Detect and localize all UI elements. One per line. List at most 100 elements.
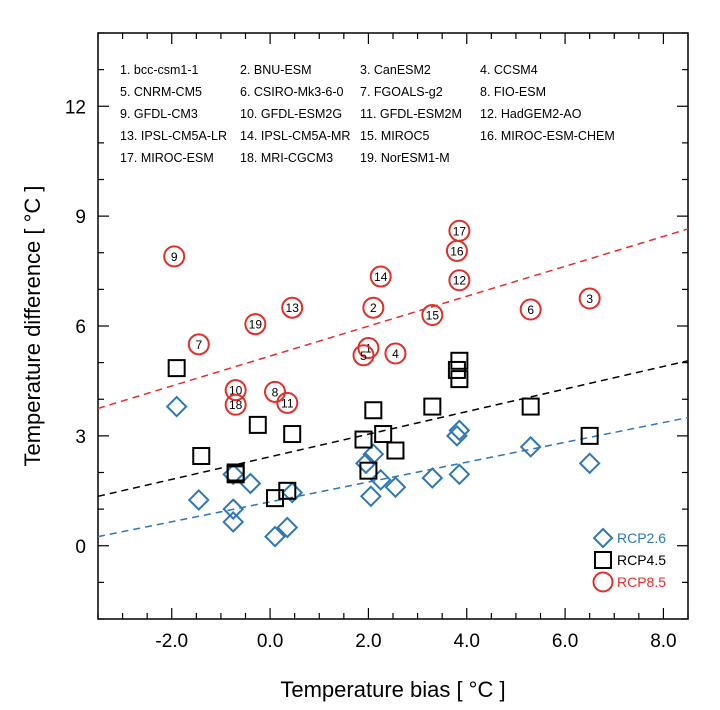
point-rcp45 [226,465,245,484]
legend-marker-rcp45 [594,551,612,569]
point-rcp45 [521,397,540,416]
point-label: 18 [229,398,243,412]
point-rcp85 [519,298,542,321]
point-label: 4 [392,347,399,361]
point-rcp26 [421,467,444,489]
point-rcp45 [359,461,378,480]
x-tick-label: 6.0 [552,631,578,652]
legend: RCP2.6 RCP4.5 RCP8.5 [592,527,666,593]
point-rcp26 [519,435,542,458]
y-tick-label: 12 [65,97,86,118]
point-rcp85 [187,333,210,356]
model-list-item: 16. MIROC-ESM-CHEM [480,129,615,143]
y-tick-label: 0 [75,537,86,558]
y-tick-label: 6 [75,317,86,338]
point-label: 16 [450,244,464,258]
point-label: 10 [229,384,243,398]
point-rcp26 [578,452,601,475]
legend-label-rcp45: RCP4.5 [617,552,666,568]
model-list-item: 1. bcc-csm1-1 [120,63,199,77]
model-list-item: 3. CanESM2 [360,63,431,77]
point-rcp85 [224,393,247,416]
point-label: 7 [195,338,202,352]
point-label: 14 [374,270,388,284]
point-rcp85 [224,379,247,402]
point-rcp26 [448,463,471,486]
model-list-item: 19. NorESM1-M [360,151,450,165]
point-rcp85 [578,287,601,310]
point-rcp45 [447,360,466,379]
point-rcp45 [386,441,405,460]
model-list-item: 4. CCSM4 [480,63,538,77]
point-label: 3 [586,292,593,306]
point-rcp45 [283,425,302,444]
point-rcp26 [384,476,407,499]
model-list: 1. bcc-csm1-1 2. BNU-ESM 3. CanESM2 4. CCSM… [120,63,615,165]
point-rcp45 [192,447,211,466]
point-rcp45 [580,426,599,445]
x-tick-label: 8.0 [650,631,676,652]
point-rcp85 [244,313,267,336]
point-rcp85 [384,342,407,365]
model-list-item: 15. MIROC5 [360,129,430,143]
point-rcp45 [450,370,469,389]
point-rcp26 [362,443,385,466]
point-rcp26 [222,498,245,521]
point-rcp85 [281,296,304,319]
trend-line-rcp26 [97,416,689,538]
trend-lines [97,228,689,538]
point-rcp26 [448,419,471,442]
point-label: 6 [527,303,534,317]
point-rcp85 [421,304,444,327]
legend-marker-rcp26 [592,527,614,549]
model-list-item: 17. MIROC-ESM [120,151,214,165]
point-rcp45 [450,351,469,370]
model-list-item: 2. BNU-ESM [240,63,312,77]
point-label: 12 [453,274,467,288]
point-rcp26 [165,395,188,418]
point-rcp85 [163,245,186,268]
point-rcp85 [264,380,286,403]
point-rcp45 [354,430,373,449]
point-rcp85 [357,336,380,359]
y-axis-title: Temperature difference [ °C ] [20,185,45,466]
model-list-item: 5. CNRM-CM5 [120,85,202,99]
x-tick-label: 0.0 [257,631,283,652]
point-rcp45 [364,401,383,420]
model-list-item: 6. CSIRO-Mk3-6-0 [240,85,344,99]
point-rcp45 [248,415,267,434]
point-rcp85 [448,269,471,292]
legend-label-rcp85: RCP8.5 [617,574,666,590]
point-rcp85 [448,219,471,242]
point-label: 8 [272,385,279,399]
point-label: 5 [360,349,367,363]
point-rcp26 [264,525,286,548]
point-label: 9 [171,250,178,264]
model-list-item: 12. HadGEM2-AO [480,107,582,121]
point-rcp26 [355,452,377,475]
x-axis-title: Temperature bias [ °C ] [280,677,505,702]
point-rcp26 [187,489,210,511]
point-label: 17 [453,224,467,238]
point-label: 1 [365,341,372,355]
model-list-item: 11. GFDL-ESM2M [360,107,462,121]
x-tick-label: 2.0 [355,631,381,652]
y-tick-label: 9 [75,207,86,228]
x-tick-label: 4.0 [454,631,480,652]
point-rcp85 [352,344,375,367]
model-list-item: 14. IPSL-CM5A-MR [240,129,350,143]
trend-line-rcp85 [97,228,689,410]
point-rcp26 [222,511,245,533]
y-tick-label: 3 [75,427,86,448]
point-label: 19 [249,318,263,332]
point-label: 2 [370,301,377,315]
point-rcp85 [276,391,299,414]
model-list-item: 13. IPSL-CM5A-LR [120,129,227,143]
point-rcp26 [446,424,468,447]
model-list-item: 10. GFDL-ESM2G [240,107,342,121]
model-list-item: 18. MRI-CGCM3 [240,151,333,165]
point-rcp45 [167,359,186,378]
point-rcp26 [369,468,392,491]
